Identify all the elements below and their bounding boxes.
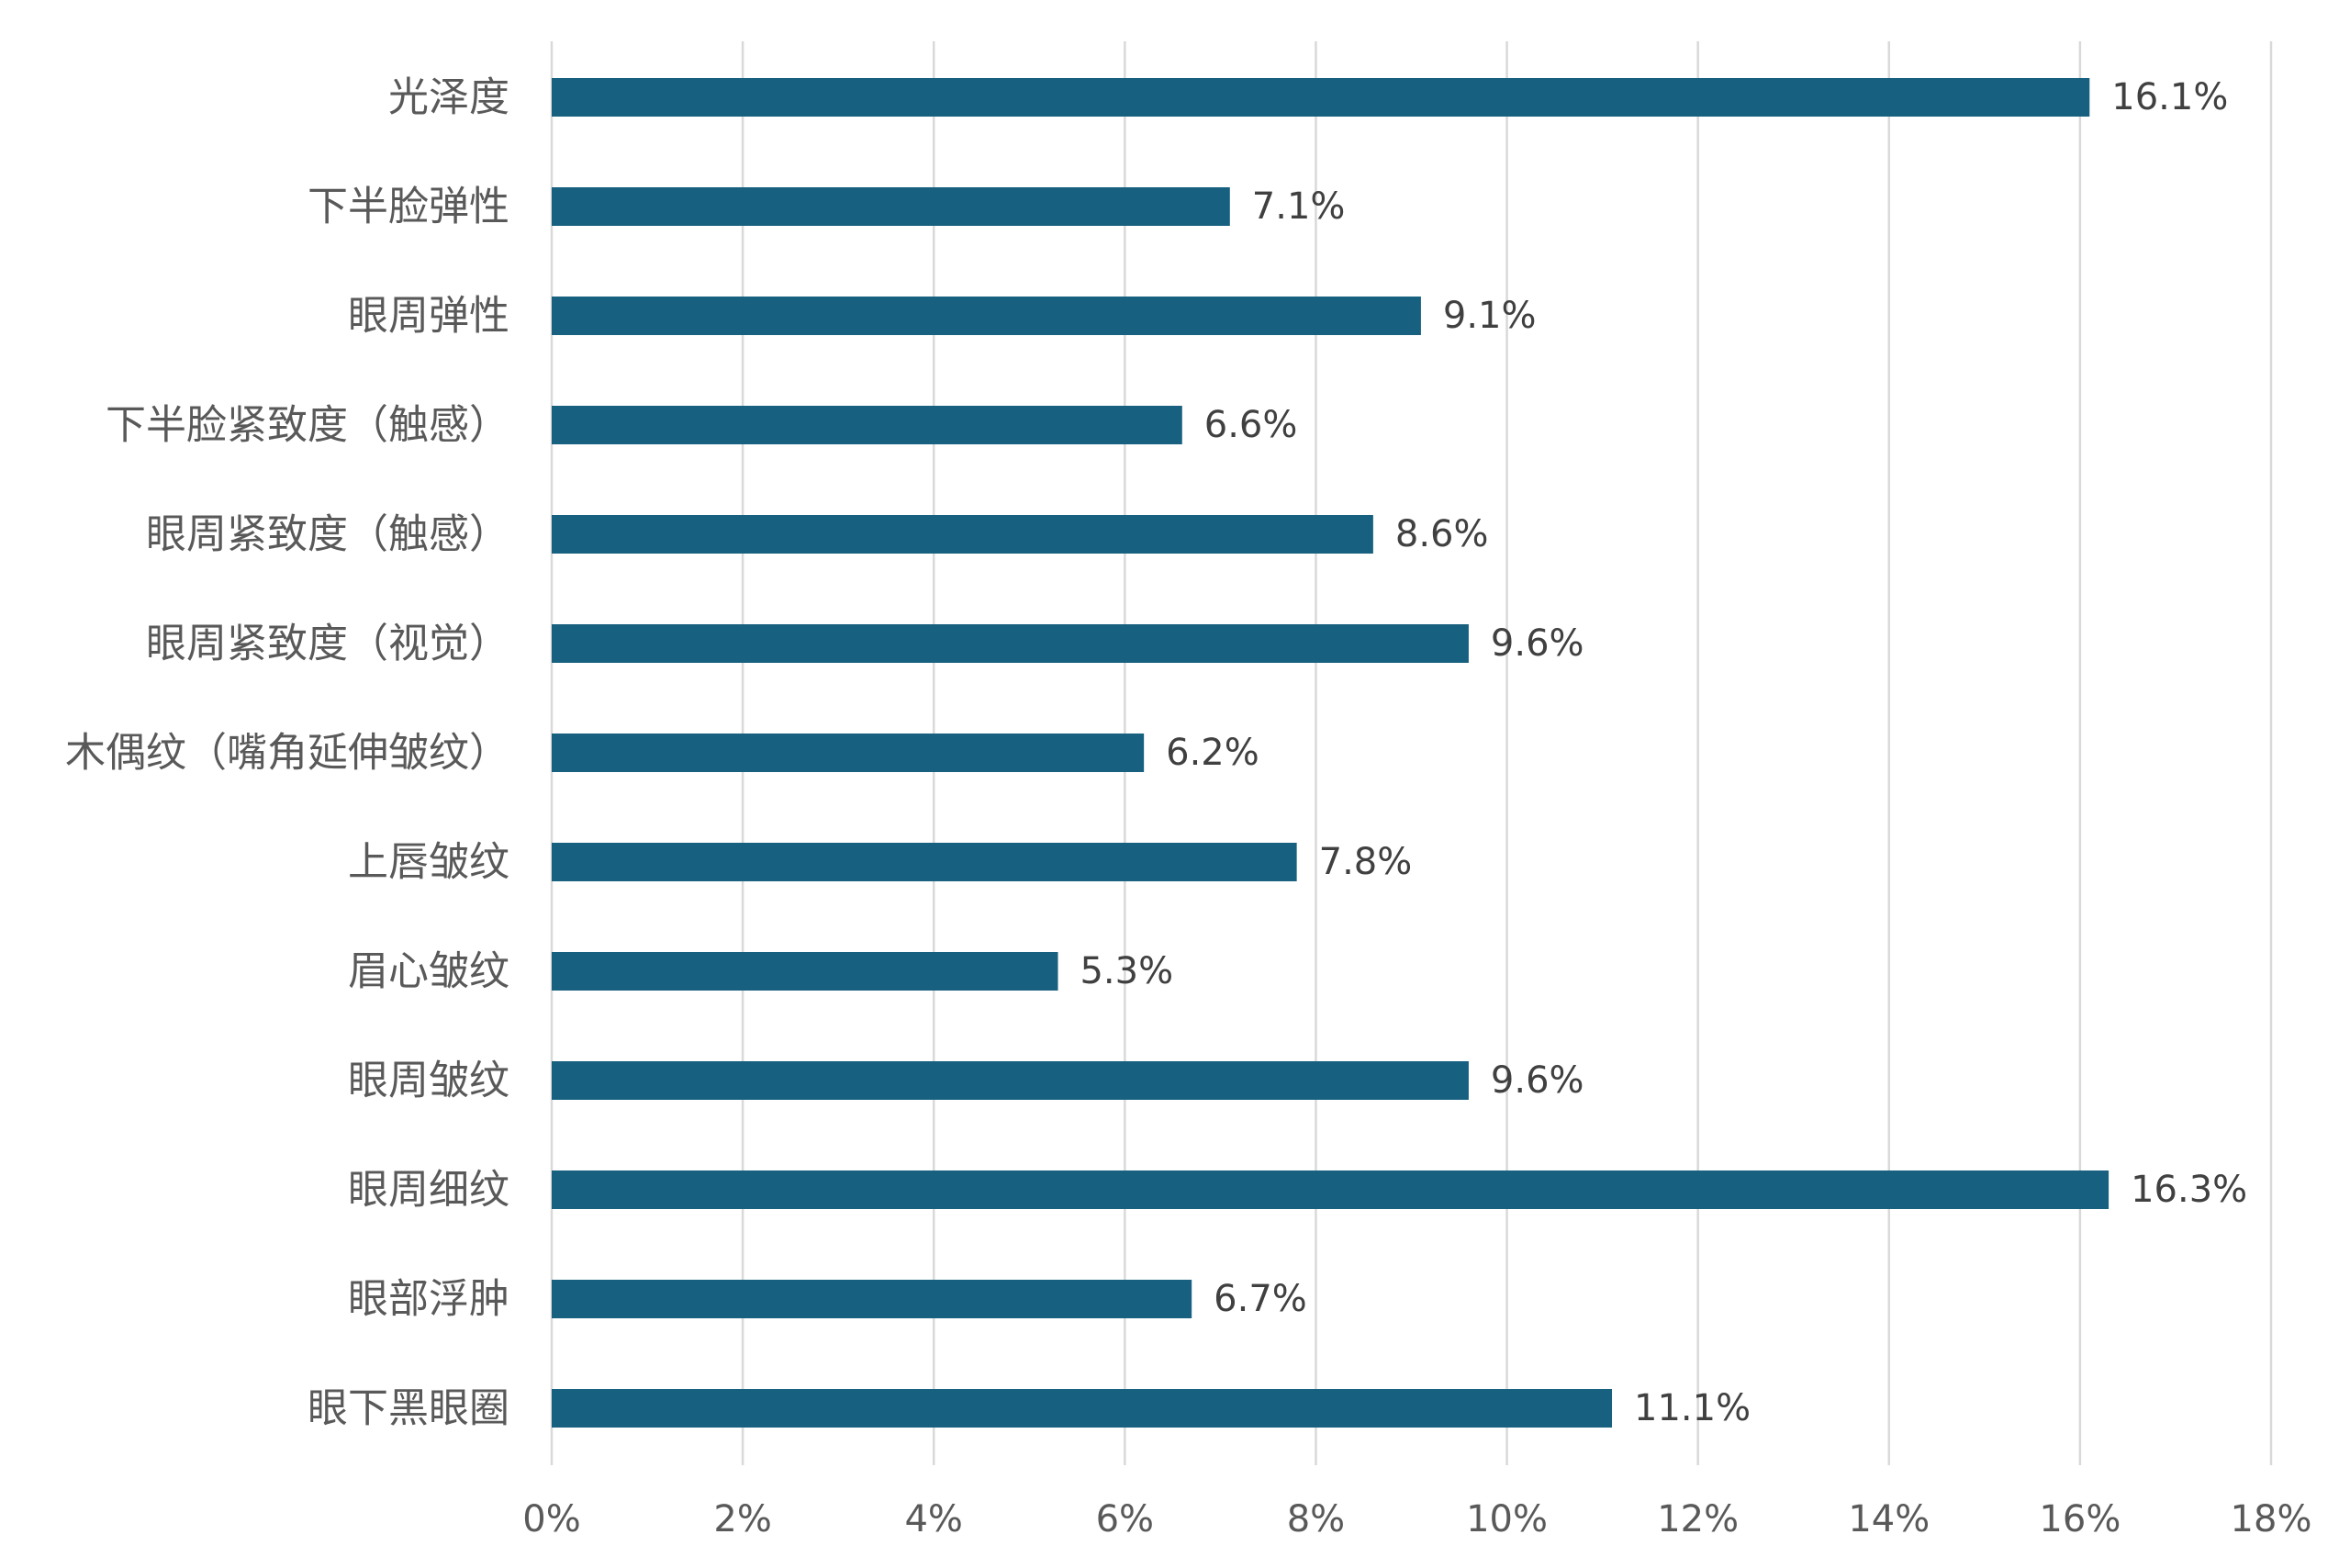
x-tick-label: 4% (904, 1498, 962, 1540)
data-label: 9.6% (1491, 622, 1584, 665)
category-label: 上唇皱纹 (348, 839, 509, 886)
x-tick-label: 14% (1848, 1498, 1930, 1540)
data-label: 11.1% (1634, 1387, 1751, 1429)
data-label: 16.3% (2131, 1169, 2247, 1211)
bar (552, 624, 1469, 663)
x-tick-label: 10% (1466, 1498, 1548, 1540)
x-tick-label: 6% (1096, 1498, 1154, 1540)
bar (552, 1170, 2109, 1209)
category-label: 下半脸弹性 (308, 184, 509, 230)
data-label: 7.8% (1319, 841, 1413, 883)
label-layer: 光泽度 16.1% 下半脸弹性 7.1% 眼周弹性 9.1% 下半脸紧致度（触感） 6.6% 眼… (65, 74, 2247, 1432)
x-tick-label: 0% (522, 1498, 580, 1540)
bar (552, 843, 1297, 881)
x-tick-label: 2% (713, 1498, 771, 1540)
category-label: 眼周皱纹 (348, 1058, 509, 1104)
bar (552, 187, 1230, 226)
x-axis-ticks: 0% 2% 4% 6% 8% 10% 12% 14% 16% 18% (522, 1498, 2311, 1540)
data-label: 6.2% (1166, 732, 1259, 774)
x-tick-label: 12% (1657, 1498, 1739, 1540)
x-tick-label: 8% (1287, 1498, 1345, 1540)
data-label: 9.6% (1491, 1059, 1584, 1102)
data-label: 5.3% (1080, 950, 1173, 992)
bar-layer (552, 78, 2109, 1428)
category-label: 眼周弹性 (348, 293, 509, 340)
category-label: 木偶纹（嘴角延伸皱纹） (65, 730, 509, 777)
bar (552, 1061, 1469, 1100)
category-label: 光泽度 (388, 74, 509, 121)
data-label: 6.6% (1204, 404, 1298, 446)
x-tick-label: 18% (2231, 1498, 2312, 1540)
data-label: 16.1% (2111, 76, 2228, 118)
data-label: 8.6% (1395, 513, 1489, 555)
bar (552, 1280, 1192, 1318)
bar (552, 406, 1182, 444)
bar (552, 1389, 1613, 1428)
category-label: 眼周紧致度（触感） (146, 511, 509, 558)
bar (552, 734, 1145, 772)
data-label: 6.7% (1214, 1278, 1307, 1320)
data-label: 7.1% (1252, 185, 1346, 228)
bar (552, 952, 1058, 991)
bar (552, 78, 2090, 117)
category-label: 眉心皱纹 (348, 948, 509, 995)
category-label: 下半脸紧致度（触感） (106, 402, 509, 449)
category-label: 眼周紧致度（视觉） (146, 621, 509, 667)
data-label: 9.1% (1443, 295, 1537, 337)
category-label: 眼部浮肿 (348, 1276, 509, 1323)
category-label: 眼下黑眼圈 (308, 1385, 509, 1432)
x-tick-label: 16% (2039, 1498, 2121, 1540)
bar (552, 515, 1373, 554)
category-label: 眼周细纹 (348, 1167, 509, 1214)
bar (552, 297, 1421, 335)
grid-layer (550, 41, 2273, 1465)
